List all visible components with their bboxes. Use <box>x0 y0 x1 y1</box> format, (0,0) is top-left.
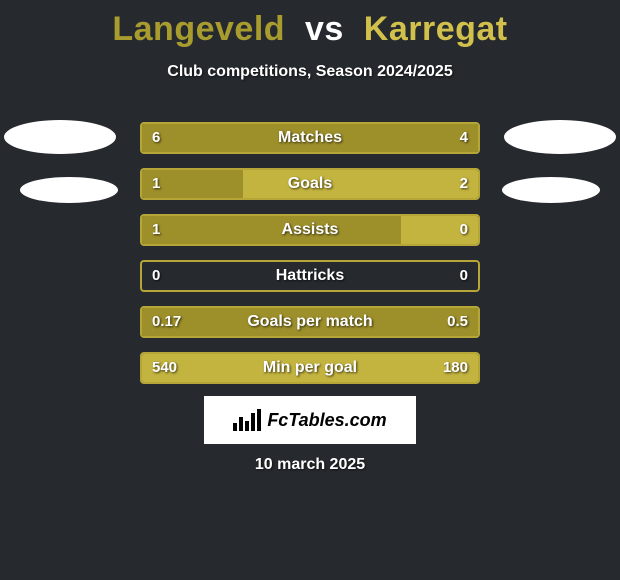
stat-value-right: 180 <box>433 354 478 382</box>
stat-value-left: 1 <box>142 216 170 244</box>
comparison-title: Langeveld vs Karregat <box>0 0 620 49</box>
bar-fill-right <box>243 170 478 198</box>
logo-text: FcTables.com <box>267 410 386 431</box>
stat-value-right: 0.5 <box>437 308 478 336</box>
stat-value-right: 0 <box>450 216 478 244</box>
bar-fill-right <box>142 354 478 382</box>
player1-photo-placeholder-1 <box>4 120 116 154</box>
stat-value-right: 4 <box>450 124 478 152</box>
stat-label: Hattricks <box>142 262 478 290</box>
stat-value-left: 1 <box>142 170 170 198</box>
player1-name: Langeveld <box>112 10 285 48</box>
stat-row: 0 0Hattricks <box>140 260 480 292</box>
player2-photo-placeholder-1 <box>504 120 616 154</box>
stat-value-left: 0.17 <box>142 308 191 336</box>
stat-row: 12Goals <box>140 168 480 200</box>
player2-photo-placeholder-2 <box>502 177 600 203</box>
stat-value-left: 0 <box>142 262 170 290</box>
stat-value-right: 2 <box>450 170 478 198</box>
stat-row: 64Matches <box>140 122 480 154</box>
logo-bars-icon <box>233 409 261 431</box>
bar-fill-left <box>142 308 478 336</box>
fctables-logo: FcTables.com <box>204 396 416 444</box>
stat-row: 10Assists <box>140 214 480 246</box>
player1-photo-placeholder-2 <box>20 177 118 203</box>
comparison-bars: 64Matches12Goals10Assists00Hattricks0.17… <box>140 122 480 398</box>
player2-name: Karregat <box>364 10 508 48</box>
stat-value-right: 0 <box>450 262 478 290</box>
bar-fill-left <box>142 124 478 152</box>
subtitle: Club competitions, Season 2024/2025 <box>0 63 620 81</box>
date-label: 10 march 2025 <box>0 456 620 474</box>
bar-fill-left <box>142 216 401 244</box>
stat-row: 540180Min per goal <box>140 352 480 384</box>
stat-value-left: 540 <box>142 354 187 382</box>
vs-text: vs <box>305 10 344 48</box>
stat-row: 0.170.5Goals per match <box>140 306 480 338</box>
stat-value-left: 6 <box>142 124 170 152</box>
